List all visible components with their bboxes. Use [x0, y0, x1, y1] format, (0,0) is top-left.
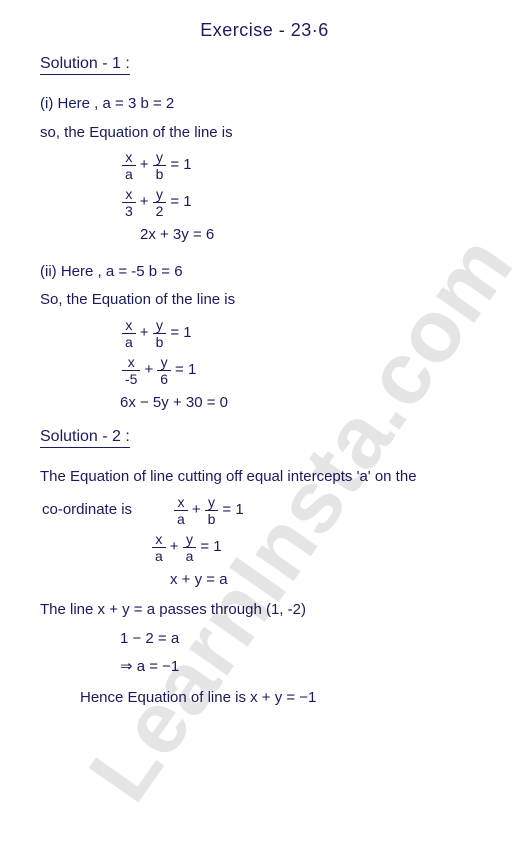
denominator: a	[183, 548, 197, 563]
fraction: x a	[152, 532, 166, 563]
sol1-ii-eq1: x a + y b = 1	[40, 318, 489, 349]
sol1-ii-eq3: 6x − 5y + 30 = 0	[40, 392, 489, 415]
fraction: y b	[205, 495, 219, 526]
exercise-title: Exercise - 23·6	[40, 20, 489, 41]
denominator: 3	[122, 203, 136, 218]
equals-rhs: = 1	[200, 536, 221, 559]
sol2-lead2: The line x + y = a passes through (1, -2…	[40, 599, 489, 622]
plus-sign: +	[170, 536, 179, 559]
equals-rhs: = 1	[170, 322, 191, 345]
denominator: b	[153, 334, 167, 349]
numerator: y	[205, 495, 219, 511]
fraction: x a	[122, 150, 136, 181]
plus-sign: +	[144, 359, 153, 382]
sol2-conclusion: Hence Equation of line is x + y = −1	[40, 687, 489, 710]
sol2-lead-line2-text: co-ordinate is	[42, 499, 132, 522]
denominator: b	[205, 511, 219, 526]
plus-sign: +	[140, 322, 149, 345]
fraction: y a	[183, 532, 197, 563]
sol1-i-eq3: 2x + 3y = 6	[40, 224, 489, 247]
solution-1-heading: Solution - 1 :	[40, 55, 130, 75]
sol2-eq4: 1 − 2 = a	[40, 628, 489, 651]
sol1-ii-lead: So, the Equation of the line is	[40, 289, 489, 312]
sol1-i-eq2: x 3 + y 2 = 1	[40, 187, 489, 218]
sol2-eq3: x + y = a	[40, 569, 489, 592]
numerator: x	[174, 495, 188, 511]
denominator: 6	[157, 371, 171, 386]
denominator: b	[153, 166, 167, 181]
plus-sign: +	[192, 499, 201, 522]
solution-2-heading: Solution - 2 :	[40, 428, 130, 448]
numerator: y	[153, 318, 167, 334]
denominator: a	[152, 548, 166, 563]
denominator: a	[122, 334, 136, 349]
denominator: a	[174, 511, 188, 526]
sol2-lead-line1: The Equation of line cutting off equal i…	[40, 466, 489, 489]
fraction: y 6	[157, 355, 171, 386]
fraction: y b	[153, 318, 167, 349]
equals-rhs: = 1	[175, 359, 196, 382]
denominator: -5	[122, 371, 140, 386]
equals-rhs: = 1	[170, 191, 191, 214]
sol1-ii-eq2: x -5 + y 6 = 1	[40, 355, 489, 386]
equals-rhs: = 1	[222, 499, 243, 522]
plus-sign: +	[140, 191, 149, 214]
sol2-lead-line2: co-ordinate is x a + y b = 1	[40, 495, 489, 526]
fraction: x a	[122, 318, 136, 349]
sol1-i-lead: so, the Equation of the line is	[40, 122, 489, 145]
denominator: 2	[153, 203, 167, 218]
numerator: y	[153, 187, 167, 203]
fraction: x 3	[122, 187, 136, 218]
numerator: y	[153, 150, 167, 166]
fraction: y b	[153, 150, 167, 181]
numerator: y	[183, 532, 197, 548]
numerator: y	[157, 355, 171, 371]
numerator: x	[122, 355, 140, 371]
numerator: x	[122, 187, 136, 203]
sol2-eq2: x a + y a = 1	[40, 532, 489, 563]
fraction: x a	[174, 495, 188, 526]
sol1-ii-given: (ii) Here , a = -5 b = 6	[40, 261, 489, 284]
equals-rhs: = 1	[170, 154, 191, 177]
plus-sign: +	[140, 154, 149, 177]
fraction: x -5	[122, 355, 140, 386]
numerator: x	[152, 532, 166, 548]
numerator: x	[122, 150, 136, 166]
sol2-eq5: ⇒ a = −1	[40, 656, 489, 679]
fraction: y 2	[153, 187, 167, 218]
handwritten-page: LearnInsta.com Exercise - 23·6 Solution …	[0, 0, 519, 864]
sol1-i-given: (i) Here , a = 3 b = 2	[40, 93, 489, 116]
numerator: x	[122, 318, 136, 334]
sol1-i-eq1: x a + y b = 1	[40, 150, 489, 181]
denominator: a	[122, 166, 136, 181]
